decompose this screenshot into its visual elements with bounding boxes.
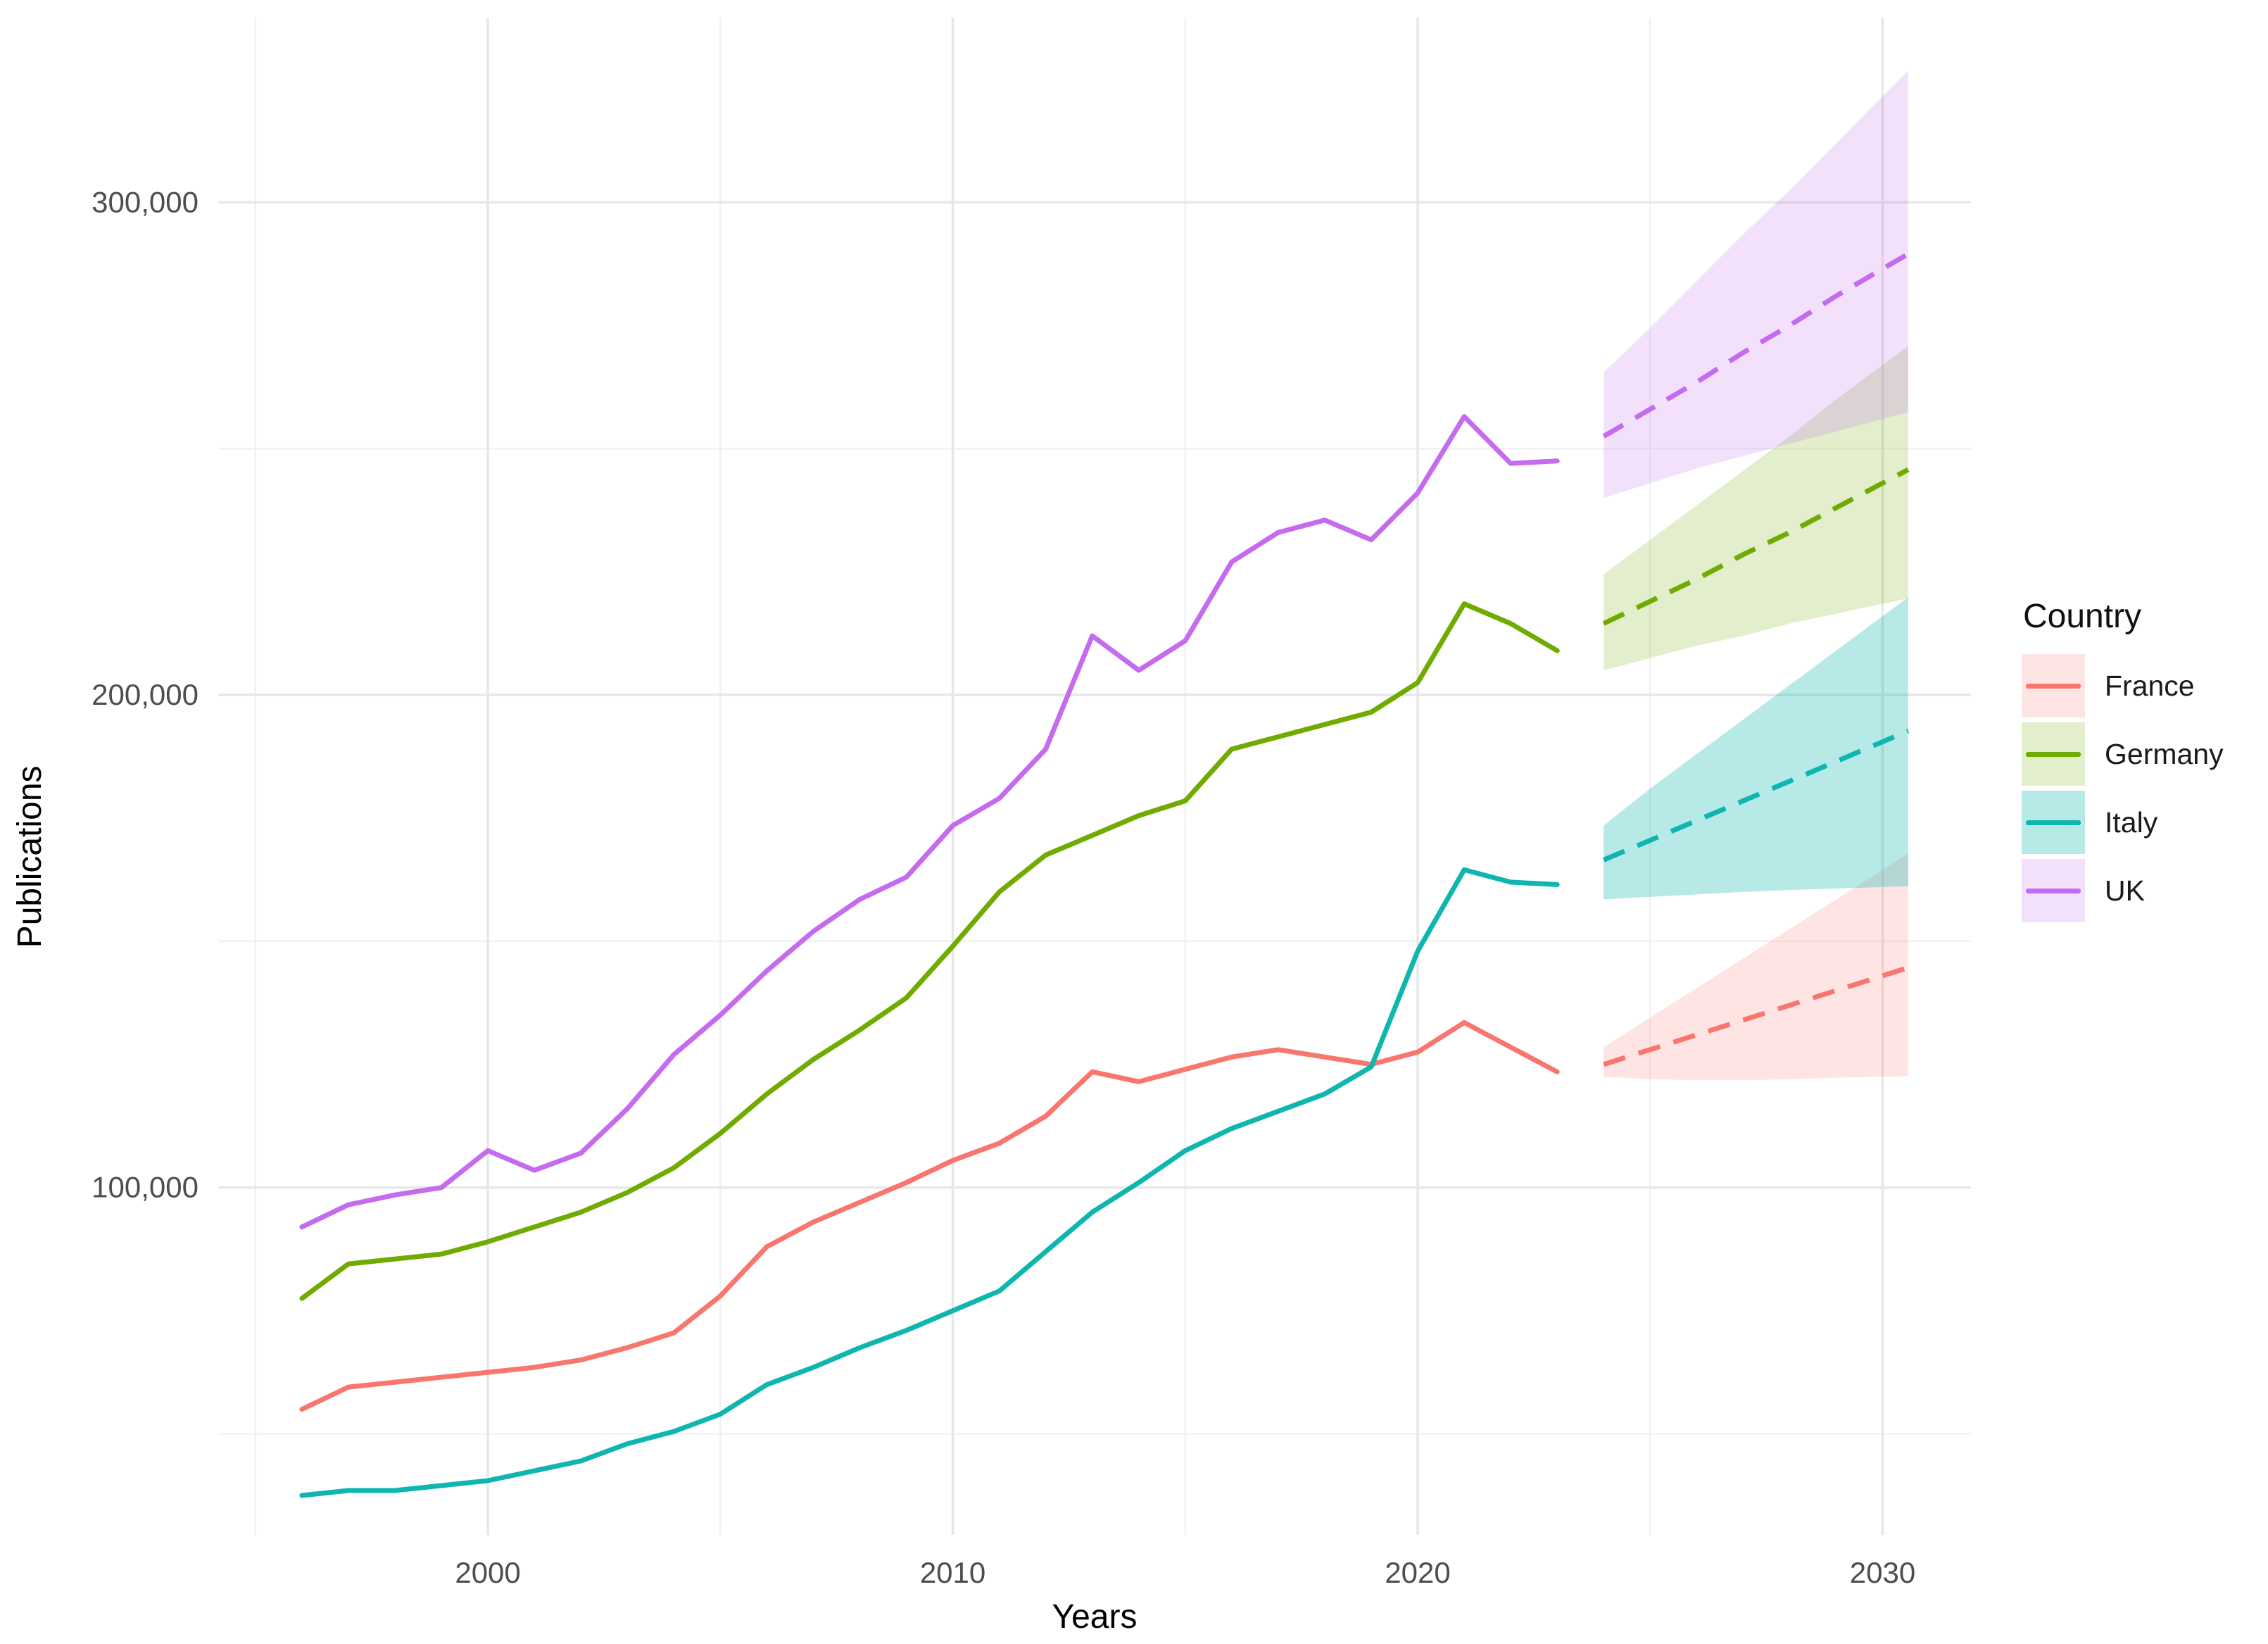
germany-forecast-line [1602,467,1910,626]
uk-ribbon-swatch [2022,859,2085,922]
legend-label-germany: Germany [2105,737,2224,770]
legend-label-france: France [2105,669,2195,702]
italy-forecast-ribbon [1604,597,1908,900]
uk-historical-line [299,414,1560,1230]
x-tick-label-2030: 2030 [1850,1556,1915,1589]
x-tick-label-2000: 2000 [455,1556,520,1589]
germany-line-swatch [2026,752,2081,757]
y-tick-label-300000: 300,000 [92,185,199,218]
france-ribbon-swatch [2022,654,2085,717]
y-axis-title: Publications [11,765,49,948]
germany-historical-line [299,601,1560,1301]
x-tick-label-2010: 2010 [920,1556,985,1589]
legend: Country France Germany Italy UK [2022,597,2265,927]
germany-ribbon-swatch [2022,722,2085,786]
italy-forecast-line [1602,728,1910,862]
france-forecast-ribbon [1604,853,1908,1081]
italy-line-swatch [2026,820,2081,825]
italy-ribbon-swatch [2022,791,2085,854]
y-tick-label-200000: 200,000 [92,678,199,711]
legend-entry-uk: UK [2022,859,2265,922]
legend-entry-france: France [2022,654,2265,717]
legend-title: Country [2023,598,2142,635]
x-tick-label-2020: 2020 [1385,1556,1450,1589]
x-axis-title: Years [1052,1598,1138,1636]
uk-line-swatch [2026,889,2081,893]
france-forecast-line [1603,965,1909,1067]
uk-forecast-line [1602,251,1910,439]
france-historical-line [299,1019,1560,1412]
legend-label-italy: Italy [2105,805,2158,839]
legend-label-uk: UK [2105,874,2145,907]
legend-entry-germany: Germany [2022,722,2265,786]
france-line-swatch [2026,684,2081,689]
legend-entry-italy: Italy [2022,791,2265,854]
italy-historical-line [299,867,1560,1498]
y-tick-label-100000: 100,000 [92,1171,199,1204]
